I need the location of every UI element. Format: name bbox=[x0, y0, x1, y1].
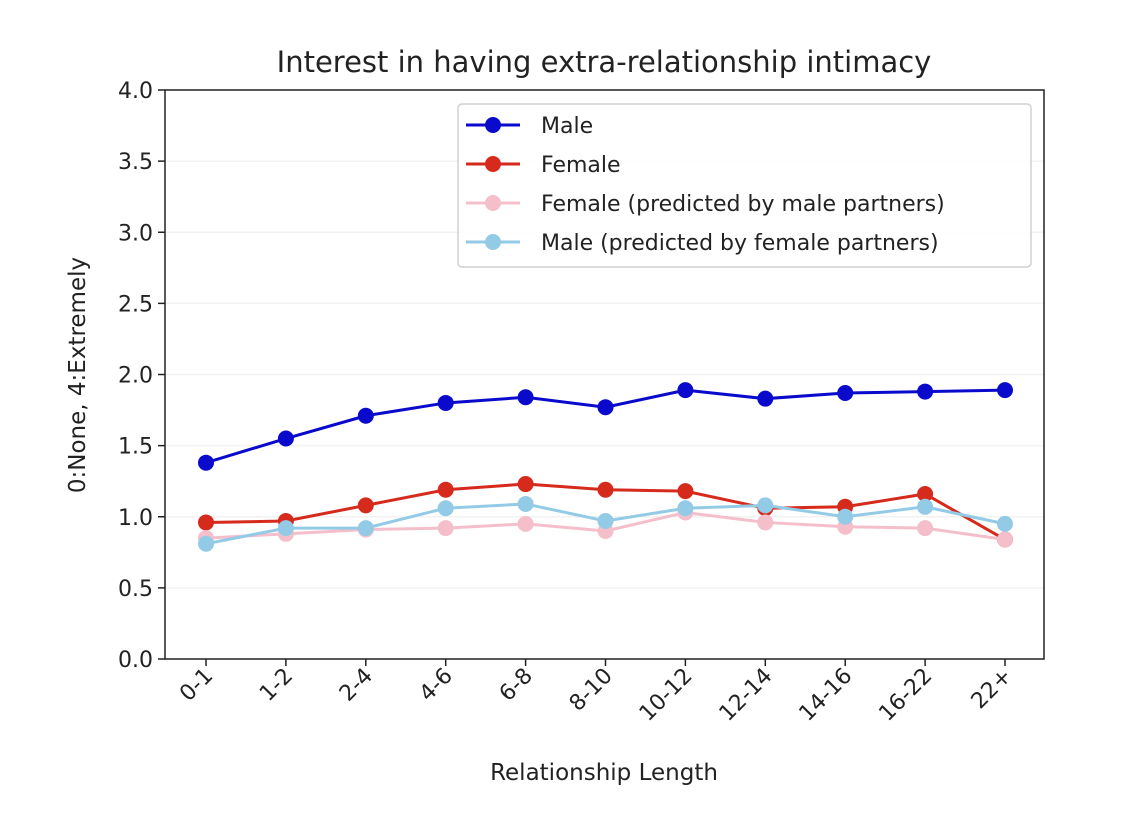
data-point bbox=[357, 520, 374, 537]
legend-label: Male (predicted by female partners) bbox=[541, 231, 939, 256]
y-tick-label: 0.0 bbox=[118, 648, 153, 673]
x-tick-label: 4-6 bbox=[415, 664, 458, 707]
data-point bbox=[757, 497, 774, 514]
y-tick-label: 2.5 bbox=[118, 292, 153, 317]
data-point bbox=[757, 390, 774, 407]
data-point bbox=[198, 535, 214, 552]
legend-marker bbox=[485, 195, 501, 211]
x-tick-label: 0-1 bbox=[175, 664, 218, 707]
x-tick-label: 16-22 bbox=[874, 664, 937, 727]
y-tick-label: 1.0 bbox=[118, 506, 153, 531]
data-point bbox=[597, 399, 614, 416]
data-point bbox=[677, 382, 694, 399]
data-point bbox=[757, 514, 774, 531]
legend-box bbox=[457, 103, 1032, 268]
data-point bbox=[437, 394, 454, 411]
data-point bbox=[517, 515, 534, 532]
y-axis: 0.0 0.5 1.0 1.5 2.0 2.5 3.0 3.5 4.0 bbox=[118, 79, 165, 673]
data-point bbox=[517, 495, 534, 512]
data-point bbox=[917, 485, 934, 502]
legend-marker bbox=[485, 117, 501, 133]
data-point bbox=[677, 483, 694, 500]
x-tick-label: 22+ bbox=[967, 664, 1018, 715]
legend: Male Female Female (predicted by male part… bbox=[457, 103, 1032, 268]
data-point bbox=[677, 500, 694, 517]
data-point bbox=[198, 514, 214, 531]
data-point bbox=[597, 481, 614, 498]
data-point bbox=[837, 384, 854, 401]
x-tick-label: 12-14 bbox=[715, 664, 778, 727]
legend-marker bbox=[485, 156, 501, 172]
x-tick-label: 6-8 bbox=[495, 664, 538, 707]
chart-title: Interest in having extra-relationship in… bbox=[277, 45, 932, 79]
x-tick-label: 14-16 bbox=[795, 664, 858, 727]
x-tick-label: 2-4 bbox=[335, 664, 378, 707]
legend-label: Female bbox=[541, 153, 621, 178]
y-tick-label: 3.0 bbox=[118, 221, 153, 246]
data-point bbox=[437, 481, 454, 498]
y-tick-label: 0.5 bbox=[118, 577, 153, 602]
x-tick-label: 10-12 bbox=[635, 664, 698, 727]
x-axis-label: Relationship Length bbox=[490, 760, 718, 786]
data-point bbox=[198, 454, 214, 471]
data-point bbox=[517, 389, 534, 406]
data-point bbox=[917, 383, 934, 400]
legend-label: Female (predicted by male partners) bbox=[541, 192, 945, 217]
data-point bbox=[997, 382, 1013, 399]
y-tick-label: 1.5 bbox=[118, 435, 153, 460]
data-point bbox=[277, 430, 294, 447]
y-tick-label: 4.0 bbox=[118, 79, 153, 104]
series-layer bbox=[198, 382, 1013, 552]
data-point bbox=[837, 508, 854, 525]
data-point bbox=[597, 513, 614, 530]
data-point bbox=[917, 520, 934, 537]
x-axis: 0-1 1-2 2-4 4-6 6-8 8-10 10-12 12-14 14-16 16-22 2… bbox=[175, 659, 1017, 726]
data-point bbox=[997, 531, 1013, 548]
data-point bbox=[437, 520, 454, 537]
y-tick-label: 2.0 bbox=[118, 364, 153, 389]
data-point bbox=[917, 498, 934, 515]
data-point bbox=[437, 500, 454, 517]
series-1 bbox=[198, 382, 1013, 471]
data-point bbox=[277, 520, 294, 537]
data-point bbox=[997, 515, 1013, 532]
x-tick-label: 1-2 bbox=[255, 664, 298, 707]
y-axis-label: 0:None, 4:Extremely bbox=[65, 257, 91, 493]
data-point bbox=[517, 476, 534, 493]
legend-marker bbox=[485, 234, 501, 250]
y-tick-label: 3.5 bbox=[118, 150, 153, 175]
data-point bbox=[357, 407, 374, 424]
series-4 bbox=[198, 495, 1013, 552]
x-tick-label: 8-10 bbox=[565, 664, 618, 717]
legend-label: Male bbox=[541, 114, 593, 139]
data-point bbox=[357, 497, 374, 514]
